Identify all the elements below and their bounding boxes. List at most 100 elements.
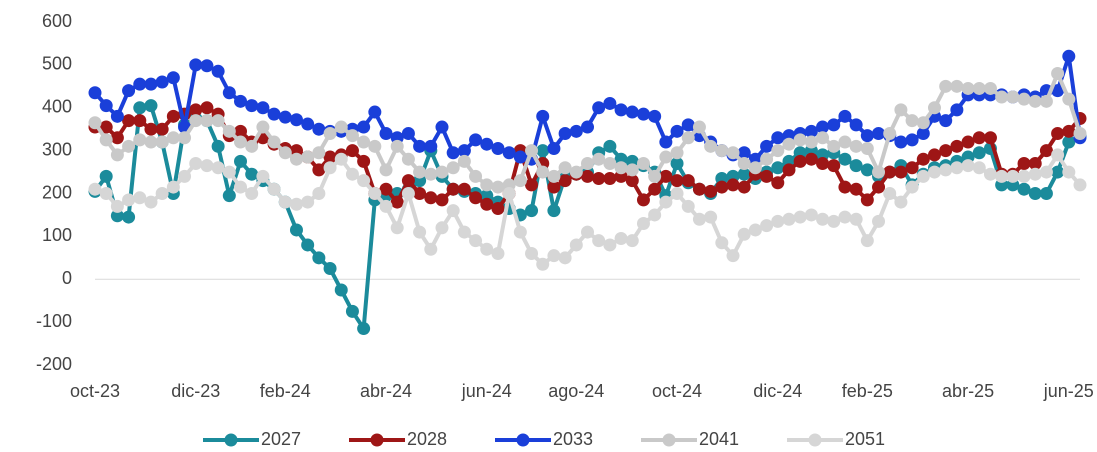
data-point (345, 167, 359, 181)
data-point (659, 150, 673, 164)
data-point (547, 180, 561, 194)
data-point (939, 79, 953, 93)
data-point (760, 139, 774, 153)
data-point (816, 131, 830, 145)
data-point (469, 169, 483, 183)
data-point (849, 212, 863, 226)
data-point (189, 103, 203, 117)
data-point (99, 187, 113, 200)
data-point (771, 144, 785, 158)
data-point (726, 146, 740, 160)
data-point (435, 193, 449, 207)
data-point (737, 180, 751, 194)
data-point (883, 187, 897, 200)
data-point (1039, 165, 1053, 179)
data-point (1028, 187, 1042, 200)
data-point (737, 167, 751, 181)
data-point (827, 214, 841, 228)
data-point (793, 133, 807, 147)
data-point (368, 105, 382, 119)
data-point (1062, 49, 1076, 63)
data-point (110, 199, 124, 213)
data-point (939, 163, 953, 177)
data-point (1051, 165, 1065, 179)
data-point (581, 225, 594, 239)
data-point (692, 120, 706, 134)
data-point (446, 204, 460, 218)
data-point (1062, 92, 1076, 106)
data-point (245, 187, 259, 200)
data-point (670, 174, 684, 188)
data-point (569, 165, 583, 179)
data-point (905, 180, 919, 194)
data-point (211, 114, 225, 128)
data-point (435, 120, 449, 134)
data-point (88, 86, 102, 100)
data-point (849, 139, 863, 153)
data-point (357, 135, 371, 149)
data-point (883, 165, 897, 179)
data-point (927, 165, 941, 179)
data-point (122, 84, 136, 98)
data-point (849, 159, 863, 173)
data-point (211, 64, 225, 78)
data-point (267, 182, 281, 196)
data-point (457, 182, 471, 196)
data-point (413, 187, 427, 200)
data-point (166, 109, 180, 123)
data-point (950, 103, 964, 117)
data-point (536, 144, 550, 158)
data-point (950, 79, 964, 93)
data-point (558, 251, 572, 265)
data-point (950, 161, 964, 175)
data-point (401, 152, 415, 166)
data-point (715, 236, 729, 250)
data-point (323, 126, 337, 140)
data-point (256, 169, 270, 183)
data-point (133, 101, 147, 115)
data-point (390, 195, 404, 209)
data-point (1062, 124, 1076, 138)
data-point (312, 163, 326, 177)
data-point (704, 210, 718, 224)
data-point (760, 219, 774, 233)
data-point (502, 187, 516, 200)
data-point (446, 146, 460, 160)
y-tick-label: 100 (42, 225, 72, 245)
data-point (379, 182, 393, 196)
data-point (178, 131, 192, 145)
data-point (245, 99, 259, 113)
data-point (625, 174, 639, 188)
x-tick-label: ago-24 (548, 381, 604, 401)
data-point (245, 167, 259, 181)
data-point (1073, 126, 1087, 140)
data-point (558, 126, 572, 140)
data-point (379, 163, 393, 177)
data-point (1017, 156, 1031, 170)
data-point (782, 212, 796, 226)
data-point (469, 234, 483, 248)
data-point (357, 120, 371, 134)
data-point (345, 304, 359, 318)
x-tick-label: dic-23 (171, 381, 220, 401)
data-point (1062, 165, 1076, 179)
data-point (1051, 84, 1065, 98)
data-point (927, 101, 941, 115)
data-point (1051, 66, 1065, 80)
data-point (301, 195, 315, 209)
data-point (480, 242, 494, 256)
data-point (312, 146, 326, 160)
data-point (961, 135, 975, 149)
data-point (872, 214, 886, 228)
x-tick-label: abr-24 (360, 381, 412, 401)
data-point (110, 109, 124, 123)
data-point (525, 178, 539, 192)
data-point (189, 156, 203, 170)
data-point (133, 77, 147, 91)
data-point (860, 129, 874, 143)
data-point (592, 234, 606, 248)
data-point (569, 124, 583, 138)
data-point (401, 126, 415, 140)
data-point (692, 182, 706, 196)
data-point (603, 171, 617, 185)
